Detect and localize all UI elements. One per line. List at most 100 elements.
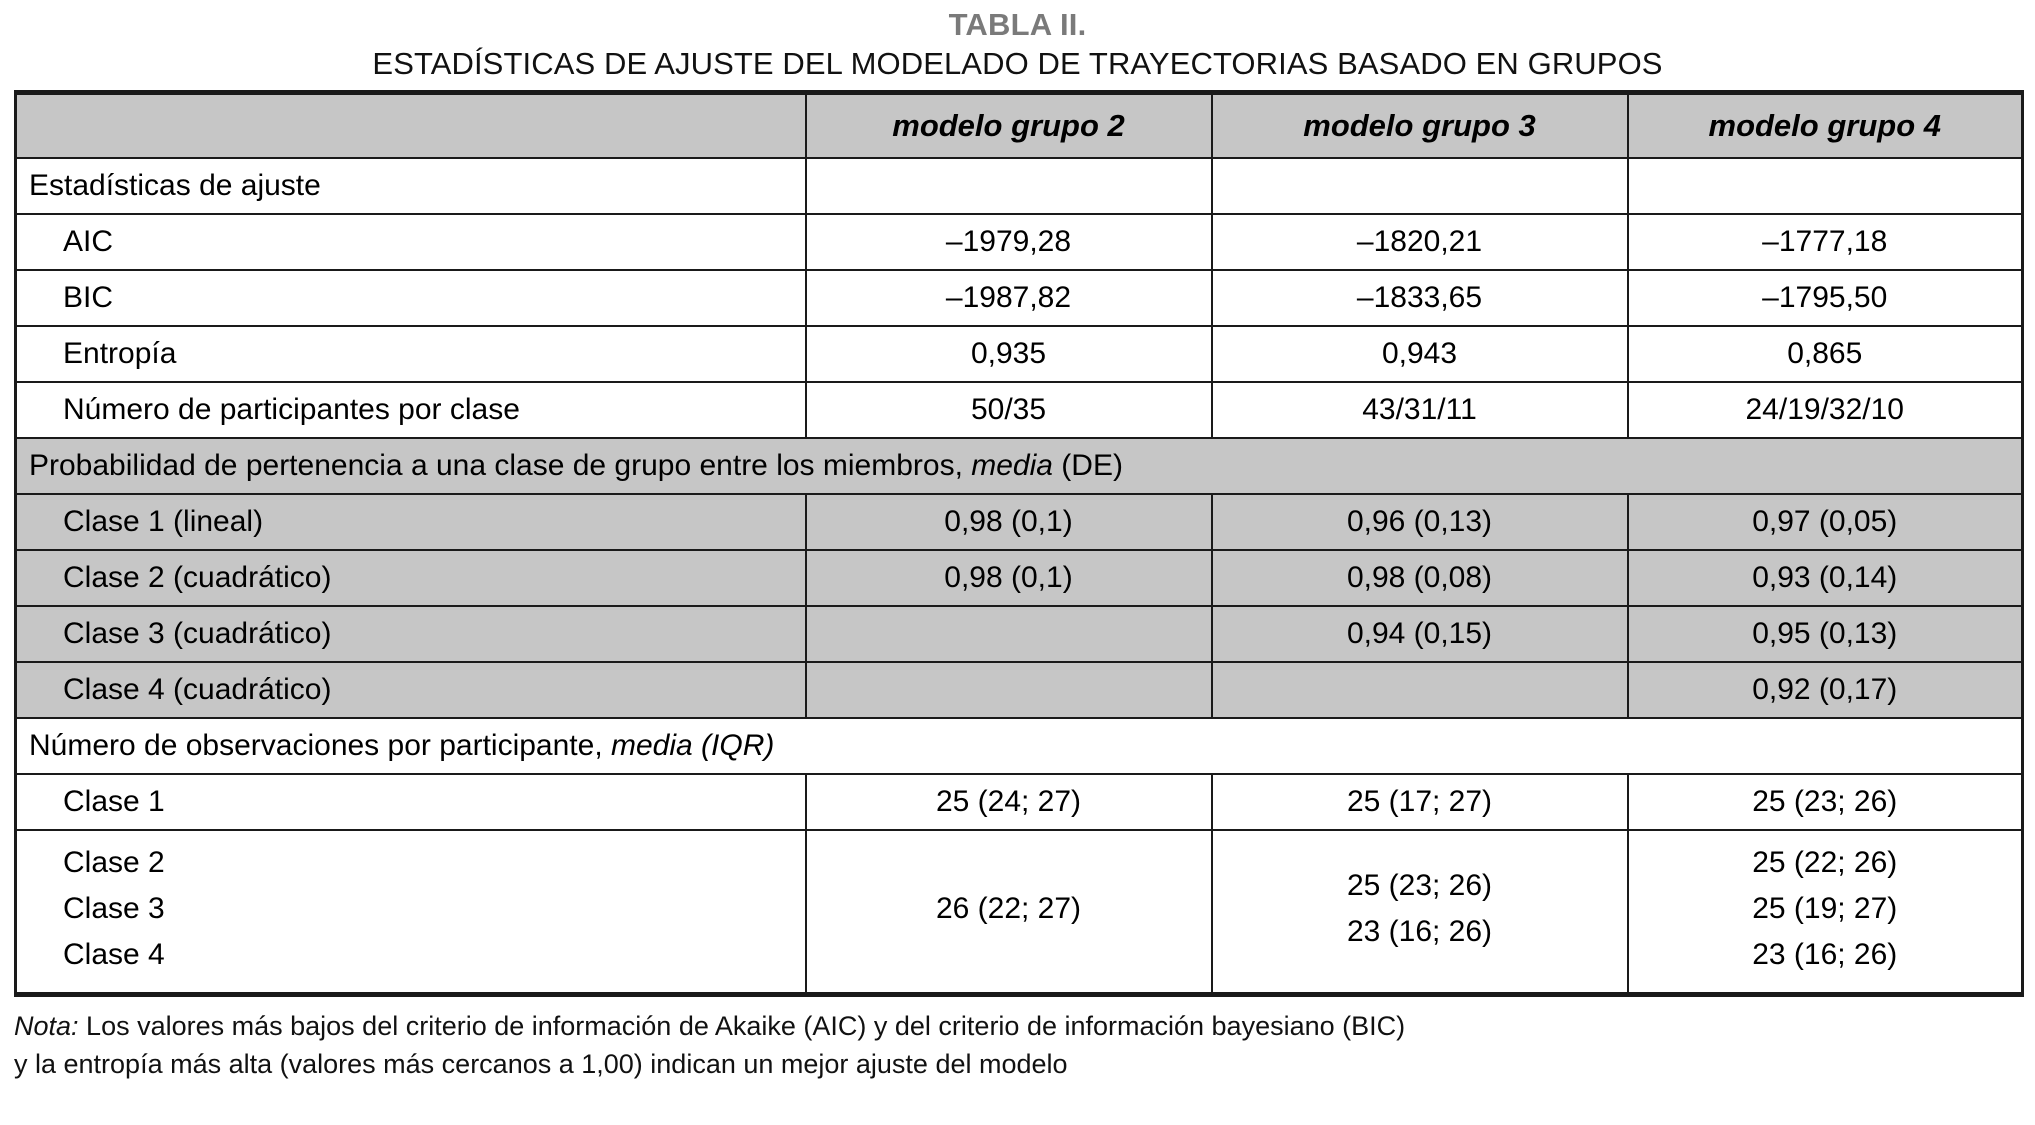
row-value-clase2-model4: 0,93 (0,14) <box>1626 549 2024 607</box>
section-heading-filler-4 <box>1626 157 2024 215</box>
row-label-text: Entropía <box>63 337 177 370</box>
row-label-clase-1-lineal: Clase 1 (lineal) <box>14 493 807 551</box>
header-cell-model-4: modelo grupo 4 <box>1626 91 2024 159</box>
row-label-participantes-por-clase: Número de participantes por clase <box>14 381 807 439</box>
cell-value: 0,935 <box>970 337 1047 370</box>
table-header-row: modelo grupo 2 modelo grupo 3 modelo gru… <box>14 91 2024 159</box>
header-cell-model-2: modelo grupo 2 <box>804 91 1213 159</box>
cell-value: 0,92 (0,17) <box>1752 673 1898 706</box>
section-heading-part-2: (DE) <box>1052 449 1123 482</box>
row-value-clase3-model3: 0,94 (0,15) <box>1210 605 1629 663</box>
row-label-text: Clase 2 Clase 3 Clase 4 <box>63 846 165 971</box>
cell-value: –1777,18 <box>1762 225 1888 258</box>
table-number: TABLA II. <box>948 7 1087 42</box>
row-label-text: AIC <box>63 225 114 258</box>
row-label-entropia: Entropía <box>14 325 807 383</box>
table-row: Clase 4 (cuadrático) 0,92 (0,17) <box>14 661 2024 719</box>
cell-value: 0,93 (0,14) <box>1752 561 1898 594</box>
cell-value: –1979,28 <box>945 225 1072 258</box>
section-heading-text-fit-statistics: Estadísticas de ajuste <box>29 169 321 202</box>
table-row: Número de participantes por clase 50/35 … <box>14 381 2024 439</box>
row-value-obs-clase1-model3: 25 (17; 27) <box>1210 773 1629 831</box>
row-label-text: Clase 2 (cuadrático) <box>63 561 332 594</box>
cell-value: 26 (22; 27) <box>935 892 1082 925</box>
cell-value: 43/31/11 <box>1362 393 1477 426</box>
table-row: Clase 2 Clase 3 Clase 4 26 (22; 27) 25 (… <box>14 829 2024 996</box>
cell-value <box>807 683 1211 697</box>
row-value-obs-clase1-model2: 25 (24; 27) <box>804 773 1213 831</box>
table-caption: ESTADÍSTICAS DE AJUSTE DEL MODELADO DE T… <box>372 46 1663 81</box>
row-value-clase1-model4: 0,97 (0,05) <box>1626 493 2024 551</box>
cell-value: 25 (23; 26) 23 (16; 26) <box>1346 869 1493 948</box>
section-heading-filler-3 <box>1210 157 1629 215</box>
cell-value: 0,943 <box>1381 337 1458 370</box>
header-model-3-label: modelo grupo 3 <box>1303 108 1536 143</box>
row-label-obs-clase-1: Clase 1 <box>14 773 807 831</box>
header-rowlabel-text <box>17 119 805 133</box>
row-label-text: Clase 4 (cuadrático) <box>63 673 332 706</box>
cell-value: 0,98 (0,1) <box>944 561 1073 594</box>
header-model-4-label: modelo grupo 4 <box>1708 108 1942 143</box>
cell-value: 50/35 <box>970 393 1047 426</box>
cell-value: 25 (23; 26) <box>1752 785 1898 818</box>
row-value-entropia-model2: 0,935 <box>804 325 1213 383</box>
table-row: BIC –1987,82 –1833,65 –1795,50 <box>14 269 2024 327</box>
row-value-clase2-model3: 0,98 (0,08) <box>1210 549 1629 607</box>
row-value-clase4-model3 <box>1210 661 1629 719</box>
row-value-clase4-model2 <box>804 661 1213 719</box>
cell-value: 0,94 (0,15) <box>1346 617 1493 650</box>
fit-statistics-table: modelo grupo 2 modelo grupo 3 modelo gru… <box>14 90 2024 997</box>
header-cell-rowlabel <box>14 91 807 159</box>
row-value-participantes-model4: 24/19/32/10 <box>1626 381 2024 439</box>
row-label-text: Clase 3 (cuadrático) <box>63 617 332 650</box>
row-label-obs-clases-234: Clase 2 Clase 3 Clase 4 <box>14 829 807 996</box>
section-heading-cell-class-probability: Probabilidad de pertenencia a una clase … <box>14 437 2024 495</box>
row-value-bic-model4: –1795,50 <box>1626 269 2024 327</box>
row-value-aic-model4: –1777,18 <box>1626 213 2024 271</box>
cell-value: 25 (22; 26) 25 (19; 27) 23 (16; 26) <box>1752 846 1898 971</box>
row-value-clase3-model2 <box>804 605 1213 663</box>
cell-value: 25 (24; 27) <box>935 785 1082 818</box>
section-heading-row-observations: Número de observaciones por participante… <box>14 717 2024 775</box>
row-value-obs-clases234-model4: 25 (22; 26) 25 (19; 27) 23 (16; 26) <box>1626 829 2024 996</box>
header-cell-model-3: modelo grupo 3 <box>1210 91 1629 159</box>
cell-value: 0,98 (0,08) <box>1346 561 1493 594</box>
row-label-clase-3-cuadratico: Clase 3 (cuadrático) <box>14 605 807 663</box>
row-label-text: Clase 1 (lineal) <box>63 505 264 538</box>
table-note: Nota: Los valores más bajos del criterio… <box>14 997 2021 1083</box>
row-value-obs-clase1-model4: 25 (23; 26) <box>1626 773 2024 831</box>
row-label-text: Clase 1 <box>63 785 165 818</box>
row-label-text: Número de participantes por clase <box>63 393 520 426</box>
section-heading-part-1: Probabilidad de pertenencia a una clase … <box>29 449 972 482</box>
cell-value: –1795,50 <box>1762 281 1888 314</box>
cell-value: 24/19/32/10 <box>1745 393 1904 426</box>
row-label-bic: BIC <box>14 269 807 327</box>
cell-value: 0,97 (0,05) <box>1752 505 1898 538</box>
row-label-aic: AIC <box>14 213 807 271</box>
section-heading-text-observations: Número de observaciones por participante… <box>17 719 2021 773</box>
section-heading-italic: media <box>971 449 1053 482</box>
note-label: Nota: <box>14 1011 79 1041</box>
table-row: Entropía 0,935 0,943 0,865 <box>14 325 2024 383</box>
section-heading-row-fit-statistics: Estadísticas de ajuste <box>14 157 2024 215</box>
table-row: Clase 1 (lineal) 0,98 (0,1) 0,96 (0,13) … <box>14 493 2024 551</box>
section-heading-italic: media (IQR) <box>610 729 775 762</box>
title-block: TABLA II. ESTADÍSTICAS DE AJUSTE DEL MOD… <box>14 0 2021 90</box>
row-label-text: BIC <box>63 281 114 314</box>
cell-value: 25 (17; 27) <box>1346 785 1493 818</box>
section-heading-filler-2 <box>804 157 1213 215</box>
cell-value <box>807 627 1211 641</box>
row-value-obs-clases234-model3: 25 (23; 26) 23 (16; 26) <box>1210 829 1629 996</box>
row-value-clase2-model2: 0,98 (0,1) <box>804 549 1213 607</box>
row-label-clase-2-cuadratico: Clase 2 (cuadrático) <box>14 549 807 607</box>
section-heading-row-class-probability: Probabilidad de pertenencia a una clase … <box>14 437 2024 495</box>
table-row: Clase 2 (cuadrático) 0,98 (0,1) 0,98 (0,… <box>14 549 2024 607</box>
row-value-obs-clases234-model2: 26 (22; 27) <box>804 829 1213 996</box>
section-heading-cell-observations: Número de observaciones por participante… <box>14 717 2024 775</box>
row-value-aic-model3: –1820,21 <box>1210 213 1629 271</box>
note-text: Los valores más bajos del criterio de in… <box>14 1011 1406 1079</box>
table-row: Clase 1 25 (24; 27) 25 (17; 27) 25 (23; … <box>14 773 2024 831</box>
row-value-clase3-model4: 0,95 (0,13) <box>1626 605 2024 663</box>
row-value-participantes-model3: 43/31/11 <box>1210 381 1629 439</box>
